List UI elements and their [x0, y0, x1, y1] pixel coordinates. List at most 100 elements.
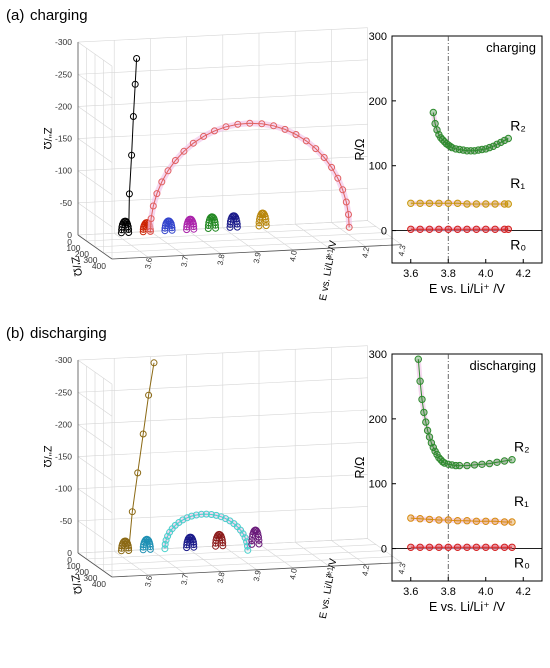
series-label: R₁: [510, 175, 525, 191]
data-point: [453, 225, 462, 234]
x-tick-label: 4.2: [516, 268, 531, 280]
data-point: [478, 460, 486, 468]
data-point: [168, 224, 176, 232]
data-point: [139, 543, 147, 551]
data-point: [161, 227, 169, 235]
data-point: [281, 125, 289, 133]
data-point: [342, 198, 350, 206]
data-point: [407, 225, 415, 234]
data-point: [453, 199, 462, 208]
data-point: [146, 227, 154, 235]
panel-title: discharging: [30, 325, 107, 342]
e-tick-label: 4.3: [397, 562, 408, 575]
data-point: [212, 539, 220, 547]
x-tick-label: 4.0: [478, 268, 493, 280]
data-point: [472, 543, 481, 551]
e-tick-label: 3.6: [143, 574, 154, 587]
data-point: [420, 408, 428, 417]
series-label: R₂: [514, 439, 530, 455]
data-point: [320, 154, 328, 161]
data-point: [504, 225, 512, 234]
data-point: [207, 511, 215, 518]
series-line: [410, 202, 509, 205]
data-point: [164, 532, 172, 540]
y-tick-label: 0: [381, 544, 387, 556]
data-point: [508, 543, 516, 551]
data-point: [117, 547, 125, 555]
grid-line: [295, 223, 330, 249]
data-point: [508, 518, 516, 526]
data-point: [435, 543, 443, 551]
panel-label: (a): [6, 7, 24, 24]
y-tick-label: 200: [369, 414, 387, 426]
data-point: [125, 544, 133, 552]
data-point: [431, 119, 439, 128]
data-point: [188, 512, 196, 520]
data-point: [491, 543, 499, 551]
data-point: [252, 527, 260, 534]
series-label: R₁: [514, 493, 529, 509]
data-point: [190, 541, 198, 549]
data-point: [183, 226, 191, 234]
grid-line: [186, 547, 221, 572]
zimag-tick-label: -100: [55, 484, 72, 494]
y-tick-label: 0: [381, 226, 387, 238]
data-point: [472, 200, 481, 208]
data-point: [423, 426, 432, 435]
grid-line: [114, 550, 149, 576]
series-line: [410, 517, 512, 523]
e-tick-label: 3.6: [143, 256, 154, 269]
data-point: [482, 200, 490, 208]
data-point: [153, 190, 161, 198]
e-tick-label: 3.8: [216, 571, 227, 584]
e-tick-label: 4.2: [361, 246, 372, 259]
data-point: [467, 147, 475, 155]
x-tick-label: 3.6: [403, 586, 418, 598]
y-tick-label: 200: [369, 96, 387, 108]
e-tick-label: 4.1: [324, 565, 335, 578]
data-point: [161, 545, 169, 553]
zimag-tick-label: -150: [55, 134, 72, 144]
zimag-tick-label: 0: [67, 548, 72, 558]
zreal-tick-label: 200: [75, 249, 89, 259]
zreal-tick-label: 400: [92, 579, 106, 589]
zreal-tick-label: 400: [92, 261, 106, 271]
data-point: [190, 225, 198, 233]
data-point: [414, 355, 422, 363]
data-point: [270, 122, 278, 130]
panel-title: charging: [30, 7, 88, 24]
grid-line: [331, 540, 366, 565]
data-point: [500, 136, 509, 145]
data-point: [180, 147, 188, 155]
data-point: [133, 55, 141, 62]
x-axis-label: E vs. Li/Li⁺ /V: [429, 600, 506, 614]
data-point: [158, 178, 166, 186]
data-point: [255, 533, 262, 541]
data-point: [500, 200, 509, 208]
data-point: [407, 543, 415, 551]
grid-line: [258, 543, 294, 569]
data-point: [183, 514, 191, 522]
data-point: [292, 131, 300, 138]
data-point: [192, 511, 200, 519]
panel-b-resistance-plot: 0 100 200 300 3.6 3.8 4.0 4.2 E vs. Li/Li⁺ /V R/Ω…: [353, 349, 543, 614]
data-point: [334, 174, 342, 182]
data-point: [239, 530, 247, 538]
data-point: [453, 517, 462, 525]
data-point: [147, 215, 155, 223]
data-point: [463, 543, 471, 551]
data-point: [425, 225, 434, 234]
data-point: [463, 461, 471, 470]
grid-line: [367, 220, 402, 245]
zimag-tick-label: -200: [55, 101, 72, 111]
zreal-tick-label: 300: [83, 573, 97, 583]
data-point: [504, 200, 512, 208]
data-point: [189, 538, 197, 546]
data-point: [435, 199, 443, 208]
data-point: [258, 120, 266, 128]
series-line: [164, 220, 173, 231]
data-point: [491, 225, 499, 234]
zreal-tick-label: 200: [75, 567, 89, 577]
data-point: [422, 418, 430, 426]
data-point: [189, 220, 197, 228]
